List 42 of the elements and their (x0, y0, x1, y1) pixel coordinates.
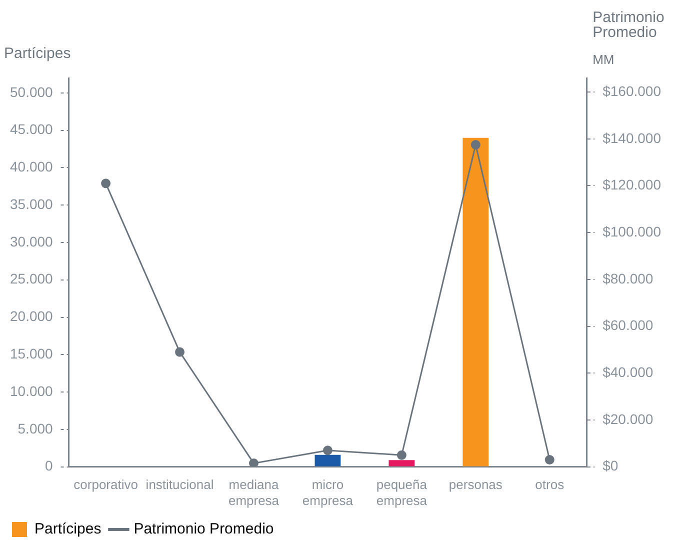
y-tick-label: 40.000 (10, 158, 54, 175)
point (470, 140, 480, 150)
y-axis-title: Partícipes (4, 45, 71, 62)
y2-tick-label: $80.000 (602, 270, 654, 286)
x-tick-label: personas (448, 477, 503, 492)
y-tick-label: 25.000 (10, 270, 54, 287)
point (322, 446, 332, 456)
y-tick-label: 35.000 (10, 196, 54, 212)
y-tick-label: 50.000 (10, 84, 54, 100)
y2-tick-label: $140.000 (602, 130, 662, 146)
point (101, 178, 111, 188)
y2-tick-label: $0 (602, 458, 618, 474)
x-tick-label: pequeña empresa (376, 477, 428, 508)
point (396, 450, 406, 460)
point (544, 455, 554, 465)
bar (462, 138, 489, 466)
y-tick-label: 45.000 (10, 121, 54, 138)
y-tick-label: 15.000 (10, 346, 54, 362)
y2-tick-label: $120.000 (602, 176, 662, 193)
y-tick-label: 20.000 (10, 308, 54, 324)
bar (388, 460, 415, 466)
point (175, 347, 185, 357)
legend-label: Patrimonio Promedio (134, 520, 274, 538)
x-tick-label: corporativo (74, 477, 138, 492)
y2-axis-title: Patrimonio Promedio (592, 9, 664, 41)
point (248, 458, 258, 467)
y2-tick-label: $160.000 (602, 82, 662, 99)
x-tick-label: micro empresa (302, 477, 354, 508)
x-tick-label: otros (535, 477, 565, 492)
y2-tick-label: $60.000 (602, 317, 654, 334)
y2-tick-label: $40.000 (602, 364, 654, 380)
x-tick-label: institucional (146, 477, 214, 492)
y-tick-label: 0 (45, 458, 54, 474)
legend-label: Partícipes (34, 520, 102, 538)
y2-tick-label: $100.000 (602, 223, 662, 240)
text: MM (592, 52, 614, 67)
bar (314, 454, 341, 466)
y2-tick-label: $20.000 (602, 410, 654, 427)
y-tick-label: 5.000 (18, 420, 54, 436)
y-tick-label: 10.000 (10, 382, 54, 399)
y-tick-label: 30.000 (10, 233, 54, 250)
x-tick-label: mediana empresa (228, 477, 280, 508)
